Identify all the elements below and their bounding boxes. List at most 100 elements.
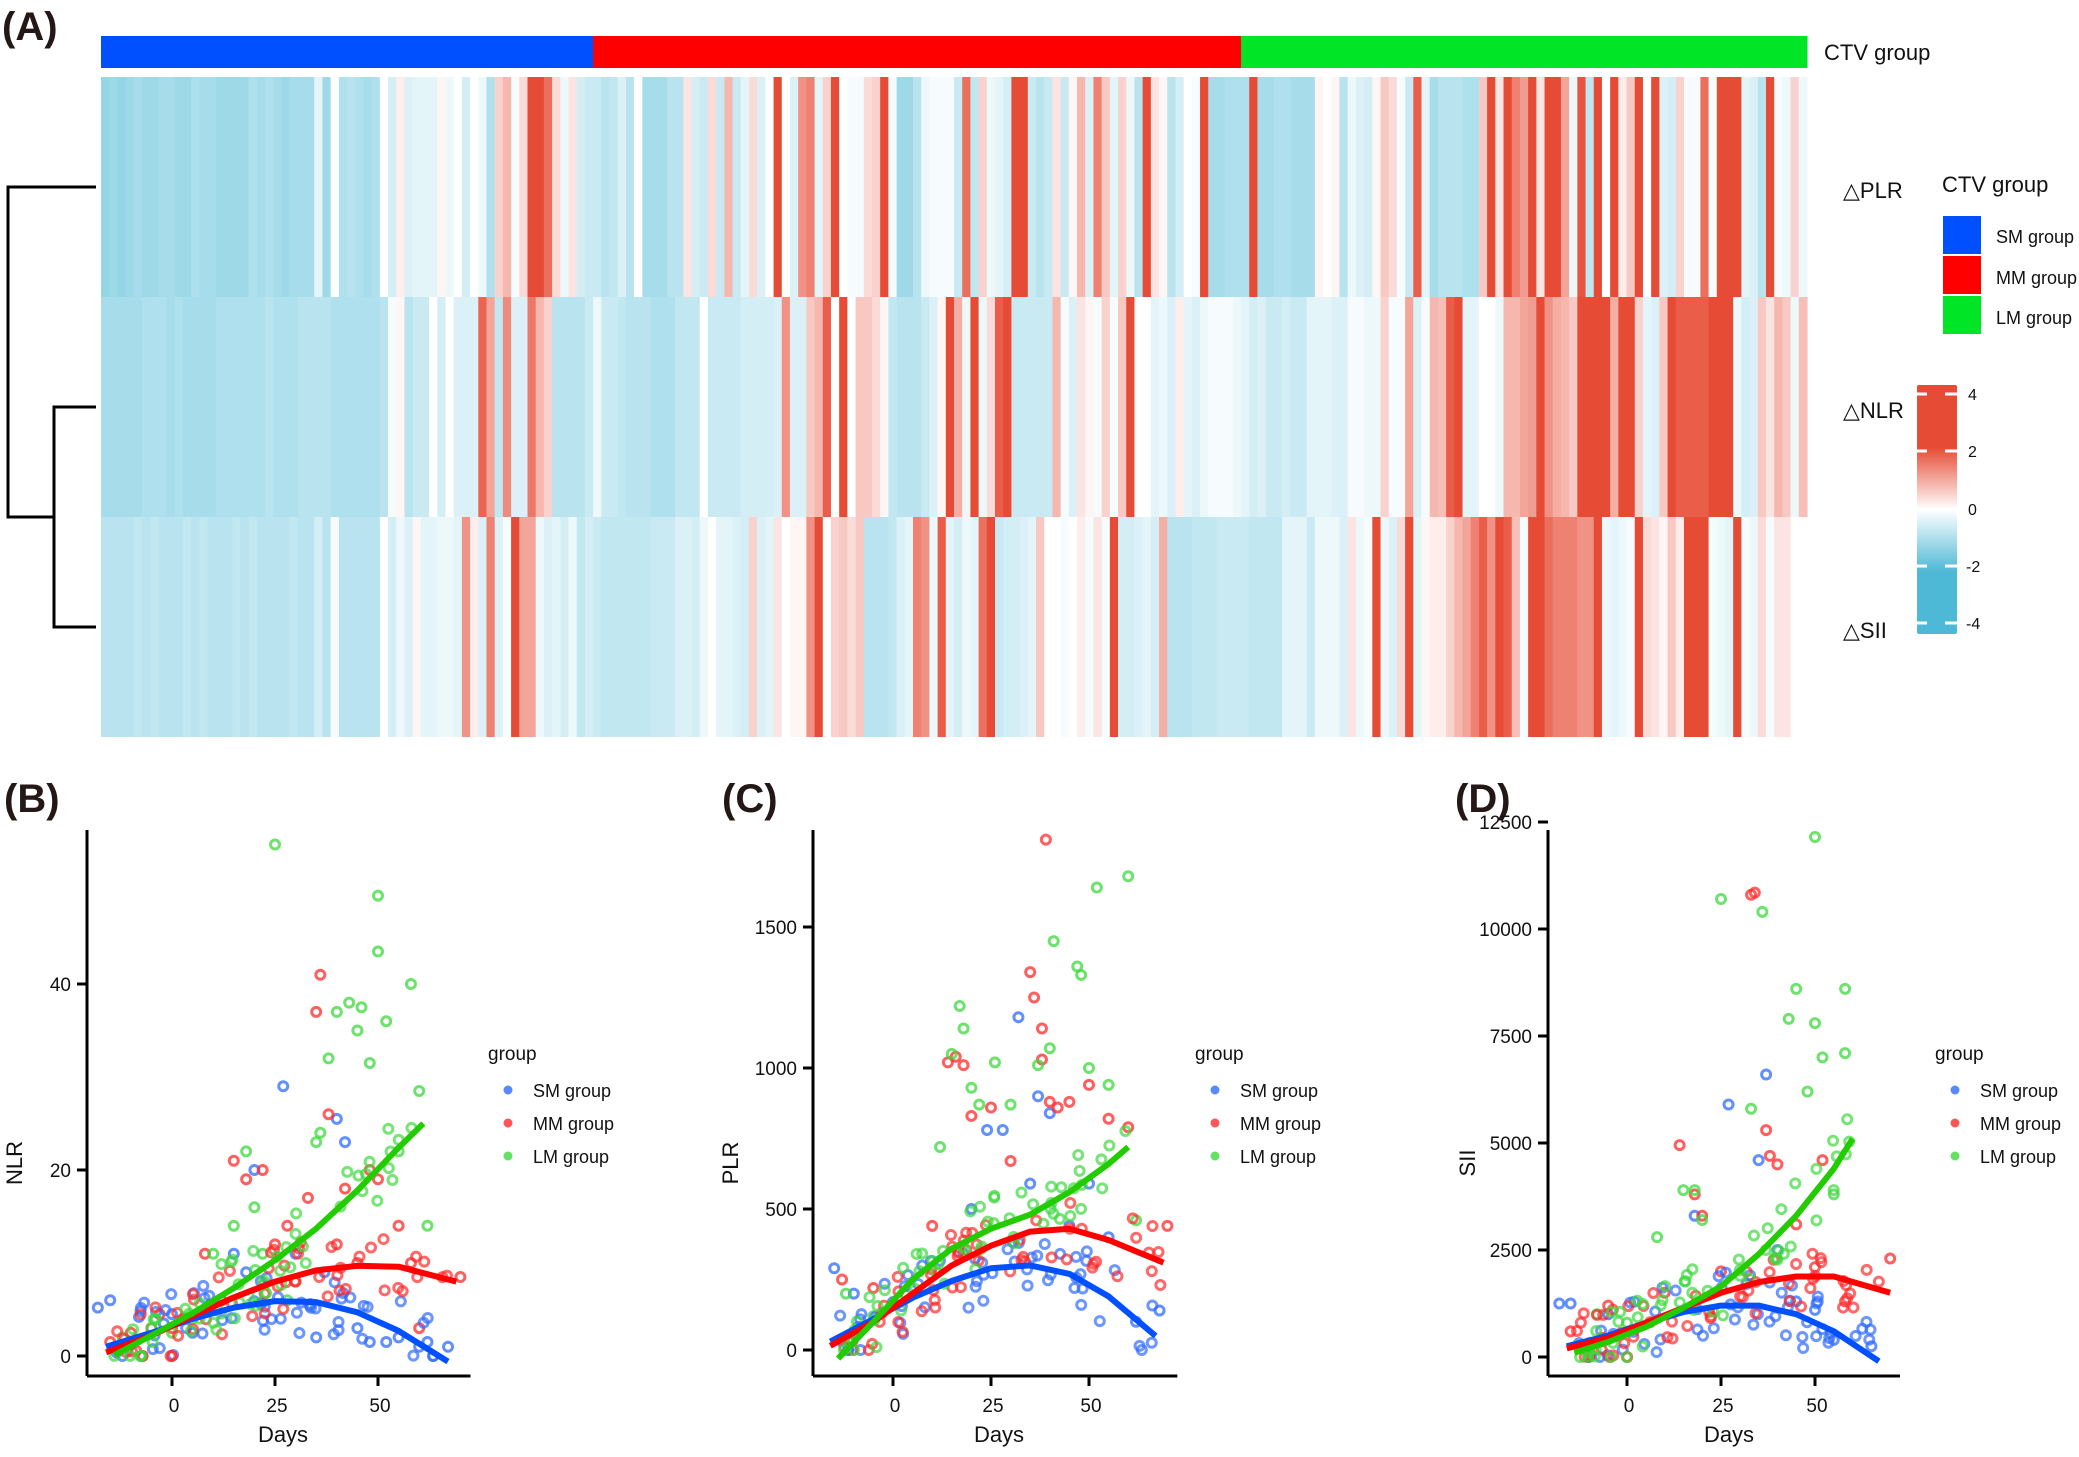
data-point: [227, 1219, 240, 1232]
heatmap-cell: [757, 77, 766, 297]
data-point: [1055, 1181, 1068, 1194]
heatmap-cell: [642, 297, 652, 517]
heatmap-cell: [117, 517, 127, 737]
heatmap-cell: [1052, 297, 1062, 517]
heatmap-cell: [1380, 77, 1390, 297]
data-point: [1146, 1219, 1159, 1232]
heatmap-cell: [338, 517, 348, 737]
ctv-group-legend: CTV group SM group MM group LM group: [1942, 172, 2077, 334]
heatmap-cell: [666, 77, 676, 297]
heatmap-cell: [1659, 297, 1669, 517]
data-point: [910, 1247, 923, 1260]
heatmap-cell: [502, 297, 512, 517]
data-point: [1012, 1011, 1025, 1024]
data-point: [1686, 1286, 1699, 1299]
heatmap-cell: [1175, 517, 1185, 737]
heatmap-cell: [863, 517, 873, 737]
heatmap-cell: [691, 77, 701, 297]
y-tick-label: 0: [60, 1347, 71, 1368]
data-point: [1103, 1139, 1116, 1152]
heatmap-cell: [781, 77, 791, 297]
heatmap-cell: [1552, 517, 1562, 737]
data-point: [926, 1219, 939, 1232]
heatmap-cell: [183, 297, 192, 517]
data-point: [138, 1296, 151, 1309]
data-point: [1865, 1340, 1878, 1353]
heatmap-cell: [1413, 77, 1423, 297]
data-point: [1809, 1017, 1821, 1030]
heatmap-cell: [1265, 517, 1275, 737]
heatmap-cell: [199, 517, 209, 737]
heatmap-cell: [1224, 77, 1234, 297]
heatmap-cell: [995, 77, 1004, 297]
heatmap-cell: [1462, 77, 1472, 297]
heatmap-cell: [1487, 517, 1496, 737]
data-point: [274, 1264, 287, 1277]
heatmap-cell: [1454, 517, 1464, 737]
heatmap-cell: [1273, 297, 1283, 517]
heatmap-cell: [502, 77, 512, 297]
heatmap-cell: [1716, 517, 1726, 737]
data-point: [184, 1324, 197, 1337]
heatmap-cell: [1495, 77, 1505, 297]
x-axis-title: Days: [1704, 1422, 1754, 1447]
data-point: [1747, 1229, 1760, 1242]
data-point: [310, 1136, 323, 1149]
heatmap-cell: [1765, 77, 1775, 297]
heatmap-cell: [1503, 297, 1513, 517]
heatmap-cell: [978, 517, 988, 737]
data-point: [1102, 1078, 1115, 1091]
x-axis-title: Days: [974, 1422, 1024, 1447]
heatmap-cell: [1692, 517, 1701, 737]
heatmap-cell: [1331, 517, 1341, 737]
heatmap-cell: [962, 517, 971, 737]
heatmap-cell: [150, 517, 160, 737]
heatmap-cell: [388, 77, 397, 297]
heatmap-cell: [986, 517, 996, 737]
data-point: [1680, 1268, 1693, 1281]
heatmap-cell: [199, 77, 209, 297]
data-point: [1064, 1209, 1077, 1222]
data-point: [870, 1341, 883, 1354]
heatmap-cell: [297, 517, 307, 737]
data-point: [1790, 982, 1803, 995]
heatmap-cell: [1585, 297, 1595, 517]
heatmap-cell: [1060, 297, 1070, 517]
heatmap-cell: [1314, 297, 1324, 517]
heatmap-cell: [568, 297, 578, 517]
heatmap-cell: [822, 517, 832, 737]
heatmap-cell: [1175, 297, 1185, 517]
scatter-legend-key-mm: [503, 1118, 513, 1128]
heatmap-cell: [232, 517, 242, 737]
data-point: [1841, 1113, 1854, 1126]
data-point: [867, 1281, 880, 1294]
heatmap-cell: [158, 77, 168, 297]
data-point: [878, 1277, 891, 1290]
heatmap-cell: [1355, 297, 1365, 517]
heatmap-cell: [1282, 517, 1291, 737]
heatmap-cell: [191, 297, 201, 517]
data-point: [1070, 1250, 1083, 1263]
data-point: [1801, 1085, 1814, 1098]
ctv-legend-title: CTV group: [1942, 172, 2048, 197]
heatmap-cell: [1413, 517, 1423, 737]
heatmap-cell: [1511, 517, 1521, 737]
y-tick-label: 7500: [1490, 1027, 1532, 1048]
data-point: [277, 1080, 290, 1093]
data-point: [969, 1280, 982, 1293]
heatmap-cell: [1528, 77, 1537, 297]
heatmap-cell: [494, 77, 504, 297]
heatmap-cell: [1446, 77, 1455, 297]
heatmap-cell: [396, 297, 406, 517]
row-dendrogram: [6, 185, 96, 629]
legend-swatch-mm: [1943, 256, 1981, 294]
data-point: [1027, 1198, 1040, 1211]
y-tick-label: 5000: [1490, 1134, 1532, 1155]
heatmap-cell: [347, 77, 356, 297]
y-tick-label: 1500: [755, 918, 797, 939]
data-point: [1696, 1214, 1709, 1227]
heatmap-cell: [1077, 77, 1086, 297]
heatmap-cell: [322, 517, 332, 737]
data-point: [1041, 1274, 1054, 1287]
smooth-line-lm: [1573, 1137, 1856, 1356]
